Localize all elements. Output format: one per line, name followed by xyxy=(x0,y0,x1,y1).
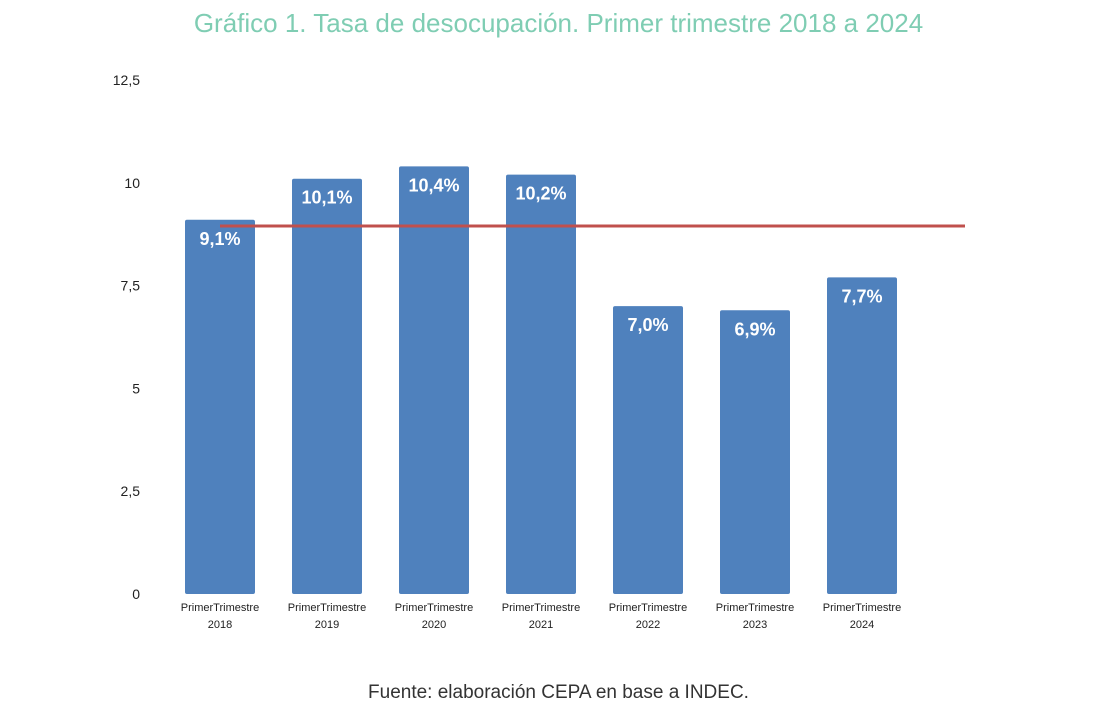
x-tick-label: 2022 xyxy=(636,619,660,631)
y-tick-label: 2,5 xyxy=(121,483,141,499)
y-tick-label: 10 xyxy=(124,175,140,191)
x-tick-label: 2023 xyxy=(743,619,767,631)
data-label: 10,2% xyxy=(515,184,566,204)
data-label: 9,1% xyxy=(199,229,240,249)
x-tick-label: 2021 xyxy=(529,619,553,631)
data-label: 7,0% xyxy=(627,315,668,335)
bars xyxy=(185,166,897,595)
x-tick-label: PrimerTrimestre xyxy=(502,602,580,614)
bar-2018 xyxy=(185,219,255,595)
x-tick-label: PrimerTrimestre xyxy=(609,602,687,614)
data-label: 6,9% xyxy=(734,319,775,339)
y-tick-label: 7,5 xyxy=(121,278,141,294)
bar-2024 xyxy=(827,277,897,594)
x-tick-label: 2020 xyxy=(422,619,446,631)
data-label: 7,7% xyxy=(841,286,882,306)
x-tick-label: PrimerTrimestre xyxy=(181,602,259,614)
bar-2023 xyxy=(720,310,790,594)
x-tick-label: PrimerTrimestre xyxy=(823,602,901,614)
bar-2021 xyxy=(506,174,576,595)
x-tick-label: PrimerTrimestre xyxy=(395,602,473,614)
y-tick-label: 5 xyxy=(132,380,140,396)
data-label: 10,4% xyxy=(408,175,459,195)
bar-2019 xyxy=(292,178,362,595)
data-labels: 9,1% 10,1% 10,4% 10,2% 7,0% 6,9% 7,7% xyxy=(199,175,882,339)
bar-2022 xyxy=(613,306,683,594)
y-tick-label: 12,5 xyxy=(113,72,140,88)
x-tick-label: PrimerTrimestre xyxy=(716,602,794,614)
x-tick-label: 2018 xyxy=(208,619,232,631)
x-axis-ticks: PrimerTrimestre 2018 PrimerTrimestre 2019 Pr… xyxy=(181,602,901,631)
x-tick-label: 2024 xyxy=(850,619,874,631)
chart-source: Fuente: elaboración CEPA en base a INDEC… xyxy=(368,682,749,703)
data-label: 10,1% xyxy=(301,188,352,208)
x-tick-label: PrimerTrimestre xyxy=(288,602,366,614)
y-axis-ticks: 0 2,5 5 7,5 10 12,5 xyxy=(113,72,140,602)
x-tick-label: 2019 xyxy=(315,619,339,631)
y-tick-label: 0 xyxy=(132,586,140,602)
chart-title: Gráfico 1. Tasa de desocupación. Primer … xyxy=(193,8,924,38)
bar-2020 xyxy=(399,166,469,595)
